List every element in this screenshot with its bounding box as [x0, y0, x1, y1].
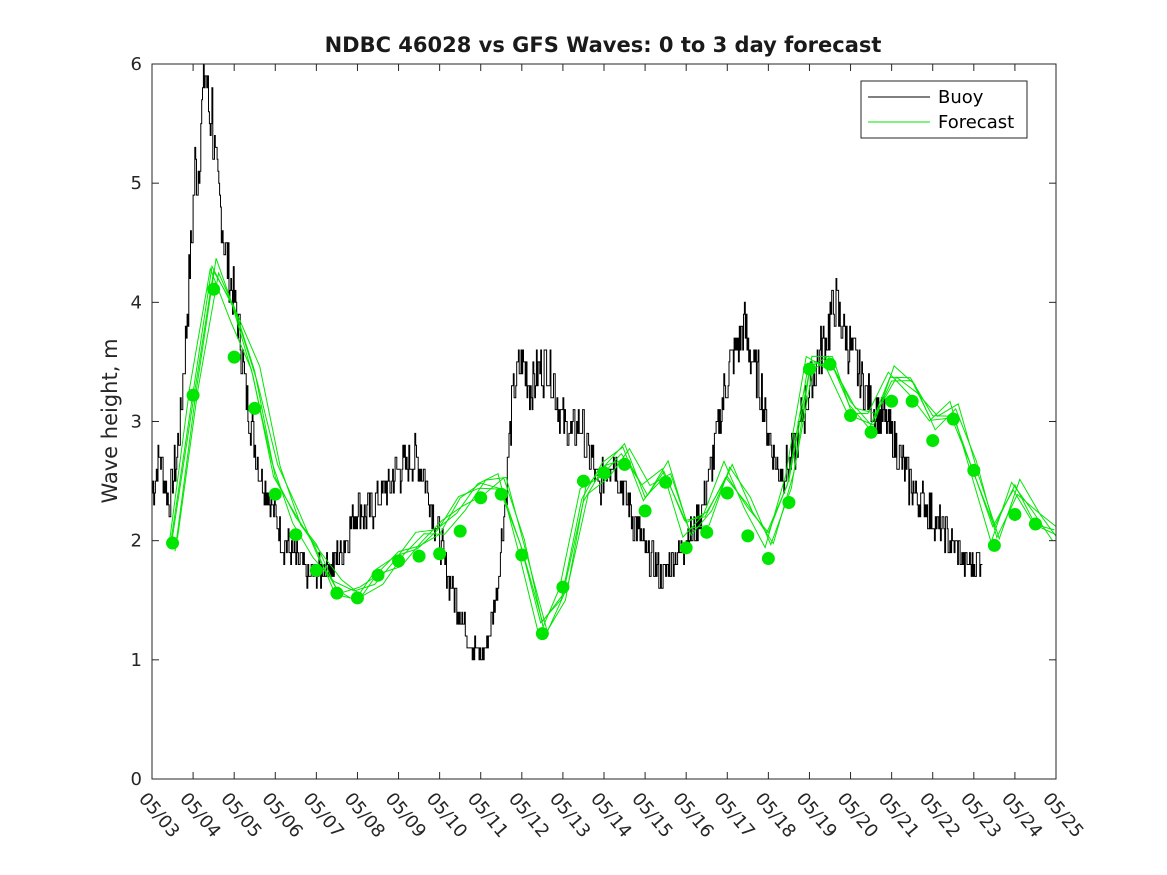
legend: Buoy Forecast	[860, 80, 1028, 139]
forecast-point	[494, 487, 508, 501]
forecast-point	[350, 591, 364, 605]
x-tick-label: 05/21	[874, 789, 923, 842]
y-tick-label: 4	[131, 292, 142, 313]
y-tick-label: 3	[131, 412, 142, 433]
x-tick-label: 05/25	[1038, 789, 1087, 842]
forecast-run-line	[168, 266, 1054, 638]
x-tick-label: 05/10	[422, 789, 471, 842]
forecast-point	[412, 549, 426, 563]
x-tick-label: 05/05	[216, 789, 265, 842]
forecast-point	[330, 586, 344, 600]
forecast-point	[967, 463, 981, 477]
x-tick-label: 05/14	[586, 789, 635, 842]
forecast-point	[186, 388, 200, 402]
chart-title: NDBC 46028 vs GFS Waves: 0 to 3 day fore…	[325, 33, 882, 57]
forecast-point	[638, 504, 652, 518]
forecast-point	[946, 412, 960, 426]
forecast-point	[392, 554, 406, 568]
forecast-point	[576, 474, 590, 488]
x-tick-label: 05/19	[792, 789, 841, 842]
forecast-point	[474, 491, 488, 505]
forecast-point	[207, 282, 221, 296]
forecast-point	[700, 525, 714, 539]
y-tick-label: 2	[131, 531, 142, 552]
forecast-point	[741, 529, 755, 543]
y-tick-label: 6	[131, 54, 142, 75]
forecast-point	[535, 627, 549, 641]
forecast-point	[309, 563, 323, 577]
forecast-point	[761, 552, 775, 566]
legend-box	[860, 80, 1028, 139]
forecast-point	[166, 536, 180, 550]
x-tick-label: 05/08	[340, 789, 389, 842]
forecast-point	[720, 486, 734, 500]
forecast-point	[227, 350, 241, 364]
forecast-point	[679, 541, 693, 555]
forecast-point	[802, 362, 816, 376]
y-axis-label: Wave height, m	[98, 338, 122, 503]
x-tick-label: 05/17	[709, 789, 758, 842]
forecast-point	[905, 394, 919, 408]
x-tick-label: 05/23	[956, 789, 1005, 842]
forecast-point	[823, 357, 837, 371]
forecast-point	[433, 547, 447, 561]
x-tick-label: 05/15	[627, 789, 676, 842]
x-tick-label: 05/12	[504, 789, 553, 842]
y-axis: 0 1 2 3 4 5 6	[131, 54, 1056, 790]
buoy-line	[152, 64, 983, 661]
forecast-point	[659, 475, 673, 489]
buoy-series	[152, 64, 983, 661]
forecast-point	[782, 496, 796, 510]
forecast-point	[289, 528, 303, 542]
forecast-point	[268, 487, 282, 501]
forecast-point	[987, 538, 1001, 552]
forecast-point	[885, 394, 899, 408]
x-tick-label: 05/09	[381, 789, 430, 842]
forecast-point	[556, 580, 570, 594]
forecast-point	[618, 457, 632, 471]
forecast-point	[453, 524, 467, 538]
x-tick-label: 05/13	[545, 789, 594, 842]
x-tick-label: 05/03	[134, 789, 183, 842]
y-tick-label: 1	[131, 650, 142, 671]
forecast-point	[1028, 517, 1042, 531]
forecast-point	[1008, 507, 1022, 521]
y-tick-label: 0	[131, 769, 142, 790]
legend-buoy-label: Buoy	[938, 87, 984, 108]
forecast-point	[515, 548, 529, 562]
forecast-point	[864, 425, 878, 439]
forecast-point	[844, 409, 858, 423]
x-tick-label: 05/07	[299, 789, 348, 842]
x-tick-label: 05/20	[833, 789, 882, 842]
y-tick-label: 5	[131, 173, 142, 194]
x-tick-label: 05/16	[668, 789, 717, 842]
forecast-points	[166, 282, 1042, 641]
x-tick-label: 05/11	[463, 789, 512, 842]
x-tick-label: 05/18	[751, 789, 800, 842]
forecast-run-line	[177, 271, 1056, 634]
forecast-point	[248, 401, 262, 415]
forecast-point	[926, 434, 940, 448]
plot-area-frame	[151, 63, 1057, 780]
forecast-run-line	[172, 269, 1056, 623]
forecast-point	[597, 466, 611, 480]
forecast-point	[371, 568, 385, 582]
forecast-run-line	[170, 264, 1055, 624]
x-tick-label: 05/06	[257, 789, 306, 842]
forecast-series	[168, 258, 1056, 638]
x-tick-label: 05/04	[175, 789, 224, 842]
legend-forecast-label: Forecast	[938, 112, 1014, 133]
x-tick-label: 05/22	[915, 789, 964, 842]
x-tick-label: 05/24	[997, 789, 1046, 842]
